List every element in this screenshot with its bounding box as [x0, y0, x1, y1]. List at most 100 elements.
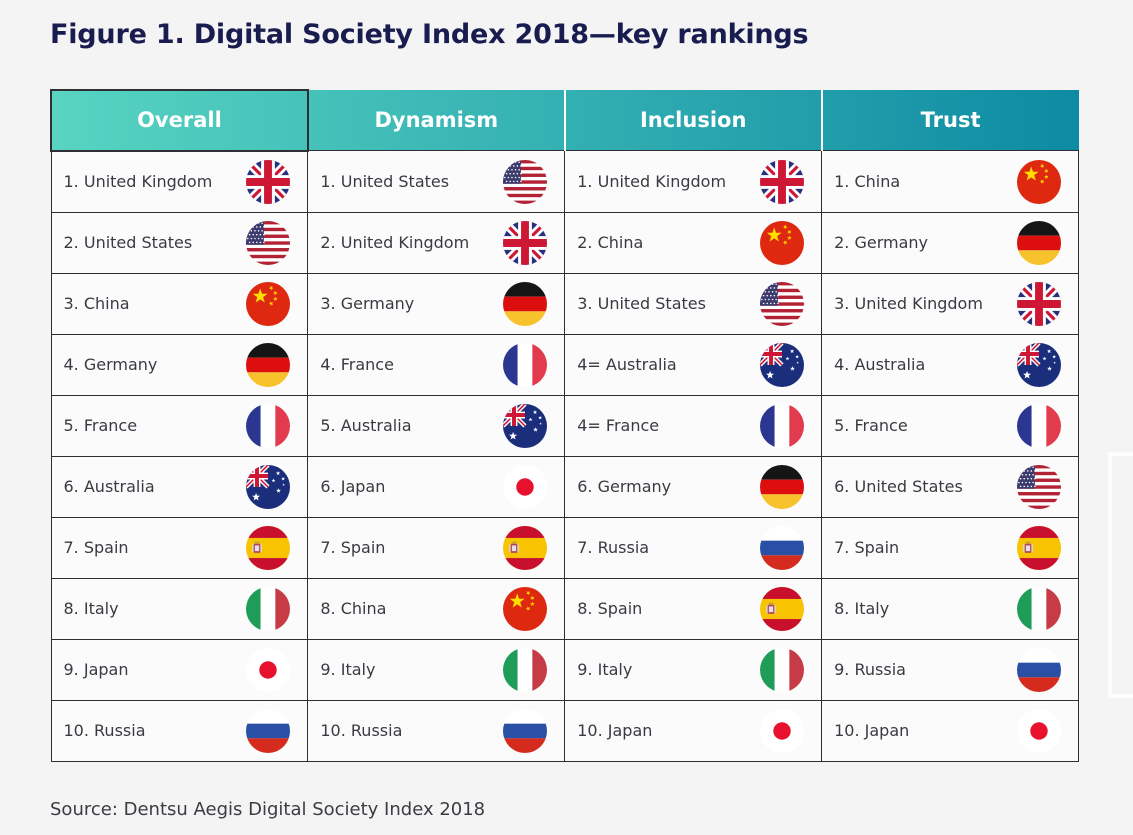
- ranking-cell: 3. China: [50, 272, 309, 335]
- china-flag-icon: [1017, 159, 1061, 204]
- united-kingdom-flag-icon: [1017, 281, 1061, 326]
- ranking-label: 6. Australia: [63, 477, 155, 497]
- russia-flag-icon: [246, 708, 291, 753]
- japan-flag-icon: [503, 464, 548, 509]
- ranking-cell: 5. Australia: [307, 394, 566, 457]
- spain-flag-icon: [503, 525, 548, 570]
- australia-flag-icon: [246, 464, 291, 509]
- australia-flag-icon: [760, 342, 805, 387]
- ranking-label: 7. Spain: [834, 538, 900, 558]
- ranking-cell: 2. Germany: [821, 211, 1079, 274]
- ranking-cell: 9. Russia: [821, 638, 1079, 701]
- ranking-label: 1. China: [834, 172, 901, 191]
- ranking-label: 4= France: [577, 416, 660, 436]
- ranking-label: 2. Germany: [834, 233, 929, 253]
- table-row: 9. Japan 9. Italy 9. Italy 9. Russia: [50, 638, 1079, 701]
- ranking-cell: 10. Russia: [50, 699, 309, 762]
- table-row: 3. China 3. Germany 3. United States 3. Uni…: [50, 272, 1079, 335]
- china-flag-icon: [246, 281, 291, 326]
- germany-flag-icon: [1017, 220, 1061, 265]
- ghost-highlight-box: [1108, 452, 1133, 698]
- ranking-cell: 3. Germany: [307, 272, 566, 335]
- china-flag-icon: [503, 586, 548, 631]
- table-row: 4. Germany 4. France 4= Australia 4. Austra…: [50, 333, 1079, 396]
- ranking-cell: 6. Germany: [564, 455, 823, 518]
- ranking-label: 7. Spain: [63, 538, 129, 558]
- ranking-cell: 2. China: [564, 211, 823, 274]
- ranking-label: 4. Germany: [63, 355, 158, 375]
- rankings-table: Overall Dynamism Inclusion Trust 1. United …: [50, 88, 1079, 762]
- ranking-label: 2. United Kingdom: [320, 233, 470, 253]
- united-states-flag-icon: [503, 159, 548, 204]
- ranking-cell: 8. Italy: [50, 577, 309, 640]
- table-row: 2. United States 2. United Kingdom 2. Chin…: [50, 211, 1079, 274]
- russia-flag-icon: [503, 708, 548, 753]
- ranking-cell: 3. United States: [564, 272, 823, 335]
- russia-flag-icon: [1017, 647, 1061, 692]
- table-row: 5. France 5. Australia 4= France 5. France: [50, 394, 1079, 457]
- ranking-label: 6. Germany: [577, 477, 672, 497]
- japan-flag-icon: [1017, 708, 1061, 753]
- ranking-label: 5. France: [63, 416, 138, 436]
- table-row: 8. Italy 8. China 8. Spain 8. Italy: [50, 577, 1079, 640]
- ranking-cell: 5. France: [821, 394, 1079, 457]
- ranking-label: 10. Japan: [834, 721, 910, 741]
- united-states-flag-icon: [760, 281, 805, 326]
- ranking-cell: 8. Spain: [564, 577, 823, 640]
- table-body: 1. United Kingdom 1. United States 1. Unit…: [50, 150, 1079, 762]
- ranking-cell: 8. Italy: [821, 577, 1079, 640]
- ranking-label: 4. Australia: [834, 355, 926, 375]
- ranking-label: 7. Russia: [577, 538, 650, 558]
- australia-flag-icon: [1017, 342, 1061, 387]
- ranking-cell: 6. United States: [821, 455, 1079, 518]
- table-row: 7. Spain 7. Spain 7. Russia 7. Spain: [50, 516, 1079, 579]
- italy-flag-icon: [246, 586, 291, 631]
- france-flag-icon: [503, 342, 548, 387]
- figure-title: Figure 1. Digital Society Index 2018—key…: [50, 19, 809, 50]
- united-states-flag-icon: [1017, 464, 1061, 509]
- ranking-label: 3. United Kingdom: [834, 294, 983, 314]
- ranking-cell: 9. Italy: [307, 638, 566, 701]
- ranking-label: 8. China: [320, 599, 387, 619]
- ranking-label: 9. Italy: [320, 660, 376, 680]
- ranking-label: 9. Japan: [63, 660, 129, 680]
- ranking-cell: 7. Spain: [821, 516, 1079, 579]
- ranking-cell: 2. United Kingdom: [307, 211, 566, 274]
- ranking-cell: 10. Russia: [307, 699, 566, 762]
- ranking-cell: 5. France: [50, 394, 309, 457]
- united-kingdom-flag-icon: [246, 159, 291, 204]
- ranking-label: 10. Russia: [63, 721, 146, 741]
- column-header-overall: Overall: [50, 88, 309, 152]
- france-flag-icon: [1017, 403, 1061, 448]
- ranking-label: 4. France: [320, 355, 394, 375]
- table-row: 1. United Kingdom 1. United States 1. Unit…: [50, 150, 1079, 213]
- ranking-label: 2. China: [577, 233, 644, 253]
- united-kingdom-flag-icon: [503, 220, 548, 265]
- ranking-label: 10. Russia: [320, 721, 403, 741]
- ranking-cell: 3. United Kingdom: [821, 272, 1079, 335]
- ranking-cell: 9. Italy: [564, 638, 823, 701]
- ranking-cell: 6. Japan: [307, 455, 566, 518]
- ranking-label: 3. China: [63, 294, 130, 314]
- ranking-cell: 4. France: [307, 333, 566, 396]
- italy-flag-icon: [503, 647, 548, 692]
- ranking-label: 5. France: [834, 416, 908, 436]
- china-flag-icon: [760, 220, 805, 265]
- ranking-label: 8. Spain: [577, 599, 643, 619]
- ranking-cell: 6. Australia: [50, 455, 309, 518]
- ranking-cell: 8. China: [307, 577, 566, 640]
- italy-flag-icon: [1017, 586, 1061, 631]
- ranking-cell: 4. Australia: [821, 333, 1079, 396]
- spain-flag-icon: [760, 586, 805, 631]
- ranking-cell: 10. Japan: [821, 699, 1079, 762]
- france-flag-icon: [246, 403, 291, 448]
- spain-flag-icon: [246, 525, 291, 570]
- ranking-label: 8. Italy: [834, 599, 890, 619]
- ranking-cell: 1. China: [821, 150, 1079, 213]
- ranking-cell: 10. Japan: [564, 699, 823, 762]
- ranking-cell: 7. Spain: [307, 516, 566, 579]
- source-caption: Source: Dentsu Aegis Digital Society Ind…: [50, 798, 486, 820]
- ranking-label: 7. Spain: [320, 538, 386, 558]
- ranking-label: 1. United Kingdom: [577, 172, 727, 191]
